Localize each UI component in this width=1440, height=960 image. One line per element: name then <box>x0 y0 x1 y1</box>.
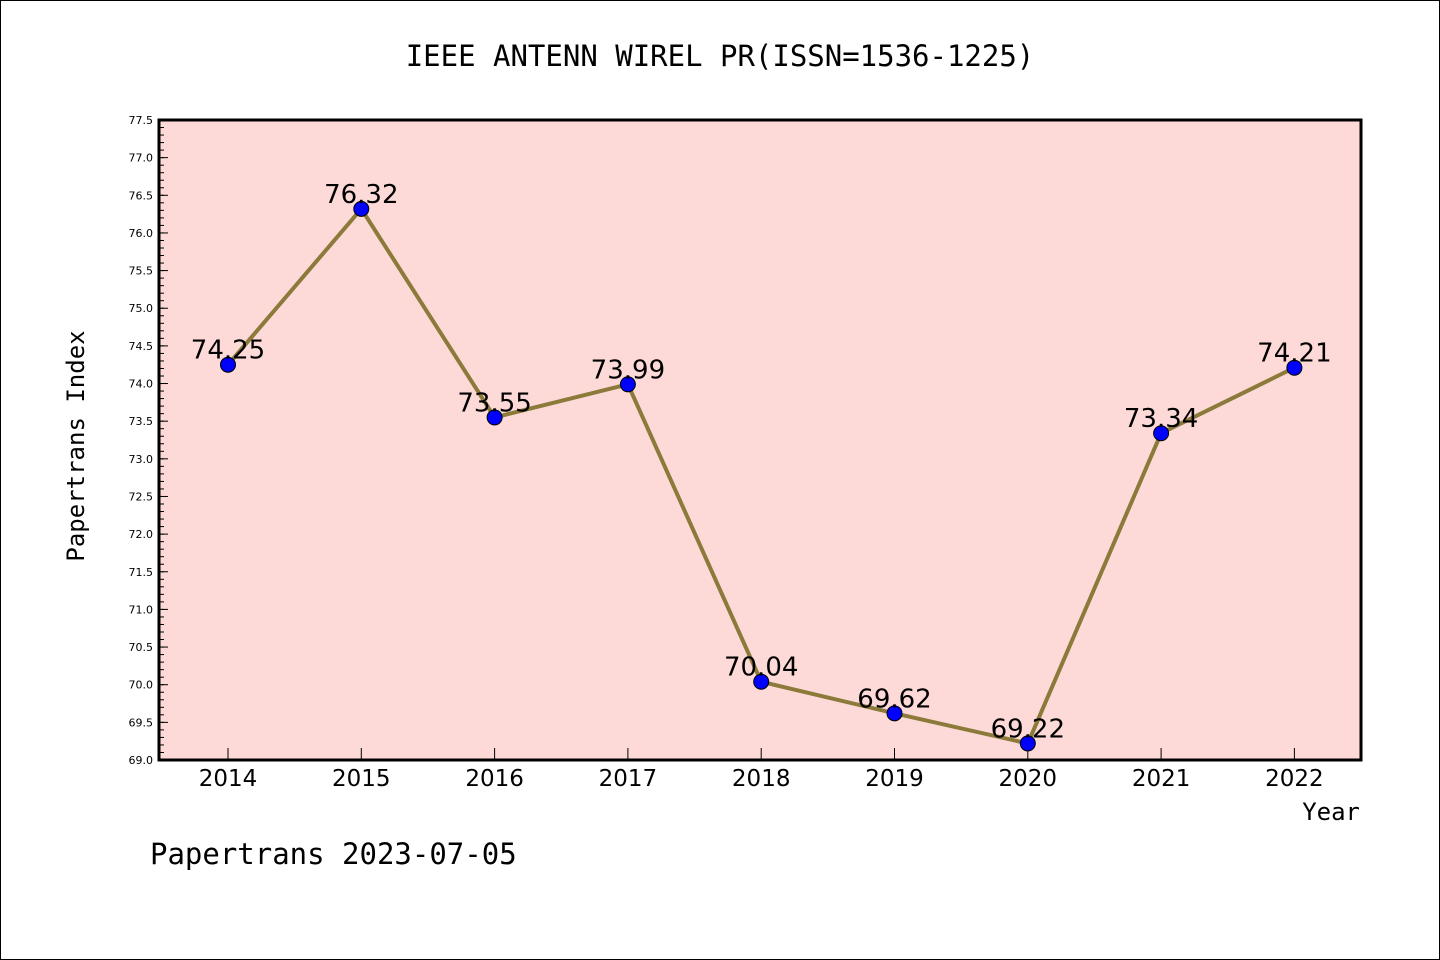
x-tick-label: 2020 <box>999 766 1058 792</box>
y-tick-label: 75.0 <box>129 302 154 315</box>
x-tick-label: 2019 <box>865 766 924 792</box>
y-tick-label: 74.0 <box>129 378 154 391</box>
y-tick-label: 76.0 <box>129 227 154 240</box>
x-tick-label: 2014 <box>199 766 258 792</box>
y-tick-label: 70.0 <box>129 679 154 692</box>
data-label: 76.32 <box>324 180 398 210</box>
y-tick-label: 72.5 <box>129 490 154 503</box>
x-tick-label: 2021 <box>1132 766 1191 792</box>
y-tick-label: 71.5 <box>129 566 154 579</box>
data-point <box>1286 359 1303 376</box>
data-points <box>220 200 1303 752</box>
data-label: 70.04 <box>724 653 798 683</box>
data-point <box>220 356 236 373</box>
y-tick-label: 73.5 <box>129 415 154 428</box>
data-point <box>1153 425 1170 442</box>
data-label: 74.21 <box>1257 339 1331 369</box>
y-tick-label: 77.5 <box>129 114 154 127</box>
y-tick-label: 77.0 <box>129 152 154 165</box>
y-tick-label: 69.0 <box>129 754 154 767</box>
data-point <box>619 376 636 393</box>
data-label: 73.55 <box>457 388 531 418</box>
y-tick-label: 72.0 <box>129 528 154 541</box>
data-labels: 74.25 76.32 73.55 73.99 70.04 69.62 69.22 73.34… <box>191 180 1332 745</box>
data-point <box>886 705 903 722</box>
x-tick-label: 2022 <box>1265 766 1324 792</box>
data-label: 69.22 <box>991 714 1065 744</box>
data-label: 73.34 <box>1124 404 1198 434</box>
y-tick-label: 69.5 <box>129 716 154 729</box>
y-tick-label: 74.5 <box>129 340 154 353</box>
data-label: 69.62 <box>857 684 931 714</box>
x-tick-label: 2015 <box>332 766 391 792</box>
x-tick-label: 2018 <box>732 766 791 792</box>
x-tick-label: 2016 <box>465 766 524 792</box>
data-point <box>1019 735 1036 752</box>
y-tick-label: 71.0 <box>129 603 154 616</box>
y-axis-title: Papertrans Index <box>62 330 90 561</box>
x-axis-title: Year <box>1302 798 1360 826</box>
y-tick-label: 75.5 <box>129 265 154 278</box>
data-label: 74.25 <box>191 336 265 366</box>
y-tick-label: 70.5 <box>129 641 154 654</box>
footer-text: Papertrans 2023-07-05 <box>150 837 517 871</box>
y-axis: 69.0 69.5 70.0 70.5 71.0 71.5 72.0 72.5 73.0 73.5… <box>129 114 168 767</box>
data-point <box>753 673 770 690</box>
data-label: 73.99 <box>591 355 665 385</box>
chart-title: IEEE ANTENN WIREL PR(ISSN=1536-1225) <box>406 39 1035 73</box>
plot-border <box>157 118 1363 762</box>
data-point <box>353 200 370 217</box>
y-tick-label: 73.0 <box>129 453 154 466</box>
data-point <box>486 409 503 426</box>
x-tick-label: 2017 <box>599 766 658 792</box>
x-axis: 2014 2015 2016 2017 2018 2019 2020 2021 2022 <box>199 748 1324 792</box>
y-tick-label: 76.5 <box>129 189 154 202</box>
